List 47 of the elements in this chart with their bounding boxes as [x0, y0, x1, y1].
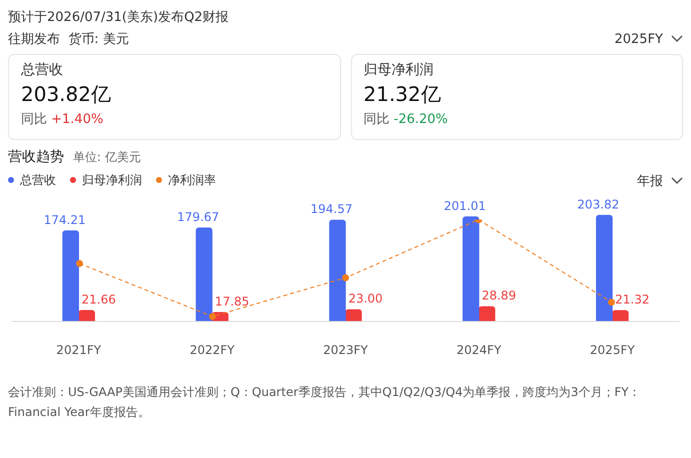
- data-label: 21.66: [82, 292, 116, 306]
- point: [342, 274, 349, 282]
- x-tick-label: 2025FY: [590, 342, 636, 357]
- point: [608, 298, 615, 306]
- text: 2025FY: [614, 30, 664, 48]
- x-tick-label: 2023FY: [323, 342, 369, 357]
- text: -26.20%: [394, 112, 448, 127]
- text: 预计于2026/07/31(美东)发布Q2财报: [8, 9, 230, 26]
- bar: [329, 220, 346, 322]
- text: 同比: [364, 112, 390, 127]
- text: 总营收: [21, 61, 64, 79]
- data-label: 17.85: [214, 294, 250, 308]
- data-label: 23.00: [348, 292, 383, 306]
- text: 年报: [637, 173, 664, 190]
- point: [76, 260, 83, 267]
- text: 会计准则：US-GAAP美国通用会计准则；Q：Quarter季度报告，其中Q1/Q2/Q3/Q4为单季报，跨度均为3个月；FY：Financial Year年度报告。: [8, 384, 642, 421]
- bar: [596, 214, 613, 322]
- text: 归母净利润: [364, 61, 434, 79]
- x-tick-label: 2022FY: [190, 342, 236, 357]
- data-label: 174.21: [44, 212, 86, 227]
- text: 203.82亿: [21, 81, 112, 108]
- bar: [345, 309, 362, 322]
- text: +1.40%: [51, 112, 104, 127]
- point: [209, 313, 216, 320]
- bar: [78, 310, 96, 322]
- data-label: 21.32: [615, 292, 650, 307]
- data-label: 203.82: [577, 197, 620, 212]
- data-label: 179.67: [177, 210, 220, 224]
- text: 往期发布: [8, 32, 60, 47]
- data-label: 201.01: [444, 198, 486, 213]
- bar: [62, 230, 80, 322]
- x-tick-label: 2021FY: [56, 342, 102, 357]
- legend-label: 总营收: [19, 172, 56, 188]
- text: 同比: [21, 112, 47, 127]
- bar: [478, 306, 496, 322]
- legend-label: 归母净利润: [81, 172, 142, 188]
- bar: [196, 228, 212, 322]
- text: 21.32亿: [364, 81, 442, 108]
- chart-subtitle: 单位: 亿美元: [72, 150, 141, 164]
- chart-title: 营收趋势: [8, 149, 64, 165]
- x-tick-label: 2024FY: [456, 342, 502, 357]
- legend-label: 净利润率: [167, 172, 216, 188]
- bar: [612, 310, 629, 322]
- bar: [462, 216, 480, 322]
- data-label: 194.57: [310, 202, 352, 216]
- text: 货币: 美元: [68, 32, 129, 47]
- data-label: 28.89: [482, 288, 516, 303]
